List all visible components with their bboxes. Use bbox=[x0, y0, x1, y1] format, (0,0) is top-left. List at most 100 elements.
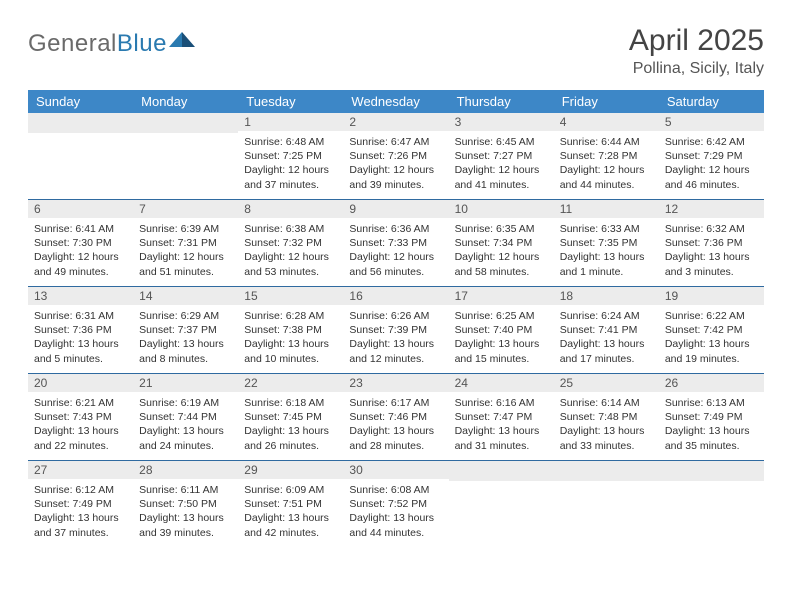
day-number: 26 bbox=[659, 374, 764, 392]
day-header: Friday bbox=[554, 90, 659, 113]
day-info: Sunrise: 6:24 AMSunset: 7:41 PMDaylight:… bbox=[554, 305, 659, 366]
daylight-text: Daylight: 13 hours and 24 minutes. bbox=[139, 424, 232, 452]
sunset-text: Sunset: 7:48 PM bbox=[560, 410, 653, 424]
calendar-cell bbox=[133, 113, 238, 200]
day-number: 10 bbox=[449, 200, 554, 218]
day-info: Sunrise: 6:09 AMSunset: 7:51 PMDaylight:… bbox=[238, 479, 343, 540]
calendar-cell: 15Sunrise: 6:28 AMSunset: 7:38 PMDayligh… bbox=[238, 287, 343, 374]
day-number: 13 bbox=[28, 287, 133, 305]
calendar-cell: 6Sunrise: 6:41 AMSunset: 7:30 PMDaylight… bbox=[28, 200, 133, 287]
calendar-cell: 29Sunrise: 6:09 AMSunset: 7:51 PMDayligh… bbox=[238, 461, 343, 548]
sunrise-text: Sunrise: 6:08 AM bbox=[349, 483, 442, 497]
calendar-week-row: 20Sunrise: 6:21 AMSunset: 7:43 PMDayligh… bbox=[28, 374, 764, 461]
calendar-cell: 11Sunrise: 6:33 AMSunset: 7:35 PMDayligh… bbox=[554, 200, 659, 287]
daylight-text: Daylight: 13 hours and 44 minutes. bbox=[349, 511, 442, 539]
calendar-cell: 4Sunrise: 6:44 AMSunset: 7:28 PMDaylight… bbox=[554, 113, 659, 200]
day-number: 28 bbox=[133, 461, 238, 479]
day-number: 25 bbox=[554, 374, 659, 392]
daylight-text: Daylight: 13 hours and 12 minutes. bbox=[349, 337, 442, 365]
calendar-cell: 14Sunrise: 6:29 AMSunset: 7:37 PMDayligh… bbox=[133, 287, 238, 374]
calendar-cell: 19 Sunrise: 6:22 AMSunset: 7:42 PMDayligh… bbox=[659, 287, 764, 374]
calendar-header-row: Sunday Monday Tuesday Wednesday Thursday… bbox=[28, 90, 764, 113]
sunset-text: Sunset: 7:30 PM bbox=[34, 236, 127, 250]
sunset-text: Sunset: 7:49 PM bbox=[34, 497, 127, 511]
day-info: Sunrise: 6:45 AMSunset: 7:27 PMDaylight:… bbox=[449, 131, 554, 192]
sunset-text: Sunset: 7:39 PM bbox=[349, 323, 442, 337]
day-number: 30 bbox=[343, 461, 448, 479]
sunrise-text: Sunrise: 6:33 AM bbox=[560, 222, 653, 236]
daylight-text: Daylight: 13 hours and 19 minutes. bbox=[665, 337, 758, 365]
calendar-cell bbox=[554, 461, 659, 548]
sunset-text: Sunset: 7:29 PM bbox=[665, 149, 758, 163]
calendar-cell: 1Sunrise: 6:48 AMSunset: 7:25 PMDaylight… bbox=[238, 113, 343, 200]
day-header: Thursday bbox=[449, 90, 554, 113]
day-number: 14 bbox=[133, 287, 238, 305]
sunset-text: Sunset: 7:26 PM bbox=[349, 149, 442, 163]
sunset-text: Sunset: 7:36 PM bbox=[34, 323, 127, 337]
calendar-cell: 12Sunrise: 6:32 AMSunset: 7:36 PMDayligh… bbox=[659, 200, 764, 287]
day-number: 19 bbox=[659, 287, 764, 305]
sunset-text: Sunset: 7:43 PM bbox=[34, 410, 127, 424]
calendar-cell: 25Sunrise: 6:14 AMSunset: 7:48 PMDayligh… bbox=[554, 374, 659, 461]
logo-text-blue: Blue bbox=[117, 30, 167, 57]
sunset-text: Sunset: 7:25 PM bbox=[244, 149, 337, 163]
day-info: Sunrise: 6:17 AMSunset: 7:46 PMDaylight:… bbox=[343, 392, 448, 453]
sunset-text: Sunset: 7:41 PM bbox=[560, 323, 653, 337]
day-header: Sunday bbox=[28, 90, 133, 113]
day-number: 23 bbox=[343, 374, 448, 392]
calendar-cell: 5Sunrise: 6:42 AMSunset: 7:29 PMDaylight… bbox=[659, 113, 764, 200]
calendar-cell bbox=[659, 461, 764, 548]
daylight-text: Daylight: 13 hours and 17 minutes. bbox=[560, 337, 653, 365]
daylight-text: Daylight: 13 hours and 3 minutes. bbox=[665, 250, 758, 278]
day-number bbox=[28, 113, 133, 133]
calendar-cell: 9Sunrise: 6:36 AMSunset: 7:33 PMDaylight… bbox=[343, 200, 448, 287]
calendar-week-row: 1Sunrise: 6:48 AMSunset: 7:25 PMDaylight… bbox=[28, 113, 764, 200]
sunrise-text: Sunrise: 6:11 AM bbox=[139, 483, 232, 497]
daylight-text: Daylight: 13 hours and 37 minutes. bbox=[34, 511, 127, 539]
sunrise-text: Sunrise: 6:39 AM bbox=[139, 222, 232, 236]
sunrise-text: Sunrise: 6:18 AM bbox=[244, 396, 337, 410]
sunset-text: Sunset: 7:46 PM bbox=[349, 410, 442, 424]
day-info: Sunrise: 6:18 AMSunset: 7:45 PMDaylight:… bbox=[238, 392, 343, 453]
day-info: Sunrise: 6:11 AMSunset: 7:50 PMDaylight:… bbox=[133, 479, 238, 540]
day-number: 2 bbox=[343, 113, 448, 131]
sunset-text: Sunset: 7:33 PM bbox=[349, 236, 442, 250]
page-title: April 2025 bbox=[629, 24, 764, 58]
sunrise-text: Sunrise: 6:42 AM bbox=[665, 135, 758, 149]
day-info: Sunrise: 6:26 AMSunset: 7:39 PMDaylight:… bbox=[343, 305, 448, 366]
day-info: Sunrise: 6:39 AMSunset: 7:31 PMDaylight:… bbox=[133, 218, 238, 279]
daylight-text: Daylight: 13 hours and 1 minute. bbox=[560, 250, 653, 278]
day-number: 17 bbox=[449, 287, 554, 305]
calendar-cell: 10Sunrise: 6:35 AMSunset: 7:34 PMDayligh… bbox=[449, 200, 554, 287]
logo-text-general: General bbox=[28, 30, 117, 57]
sunset-text: Sunset: 7:51 PM bbox=[244, 497, 337, 511]
calendar-cell: 27Sunrise: 6:12 AMSunset: 7:49 PMDayligh… bbox=[28, 461, 133, 548]
daylight-text: Daylight: 13 hours and 42 minutes. bbox=[244, 511, 337, 539]
calendar-cell: 20Sunrise: 6:21 AMSunset: 7:43 PMDayligh… bbox=[28, 374, 133, 461]
sunrise-text: Sunrise: 6:14 AM bbox=[560, 396, 653, 410]
day-number: 12 bbox=[659, 200, 764, 218]
sunset-text: Sunset: 7:36 PM bbox=[665, 236, 758, 250]
daylight-text: Daylight: 13 hours and 15 minutes. bbox=[455, 337, 548, 365]
calendar-table: Sunday Monday Tuesday Wednesday Thursday… bbox=[28, 90, 764, 547]
daylight-text: Daylight: 12 hours and 51 minutes. bbox=[139, 250, 232, 278]
daylight-text: Daylight: 12 hours and 41 minutes. bbox=[455, 163, 548, 191]
daylight-text: Daylight: 13 hours and 35 minutes. bbox=[665, 424, 758, 452]
day-number: 4 bbox=[554, 113, 659, 131]
sunset-text: Sunset: 7:37 PM bbox=[139, 323, 232, 337]
day-header: Saturday bbox=[659, 90, 764, 113]
sunset-text: Sunset: 7:42 PM bbox=[665, 323, 758, 337]
day-info: Sunrise: 6:28 AMSunset: 7:38 PMDaylight:… bbox=[238, 305, 343, 366]
calendar-cell: 22Sunrise: 6:18 AMSunset: 7:45 PMDayligh… bbox=[238, 374, 343, 461]
day-number: 20 bbox=[28, 374, 133, 392]
calendar-cell: 16Sunrise: 6:26 AMSunset: 7:39 PMDayligh… bbox=[343, 287, 448, 374]
sunrise-text: Sunrise: 6:22 AM bbox=[665, 309, 758, 323]
day-number: 29 bbox=[238, 461, 343, 479]
day-number: 1 bbox=[238, 113, 343, 131]
sunset-text: Sunset: 7:47 PM bbox=[455, 410, 548, 424]
sunset-text: Sunset: 7:35 PM bbox=[560, 236, 653, 250]
day-info: Sunrise: 6:08 AMSunset: 7:52 PMDaylight:… bbox=[343, 479, 448, 540]
daylight-text: Daylight: 12 hours and 56 minutes. bbox=[349, 250, 442, 278]
sunrise-text: Sunrise: 6:29 AM bbox=[139, 309, 232, 323]
day-number bbox=[449, 461, 554, 481]
